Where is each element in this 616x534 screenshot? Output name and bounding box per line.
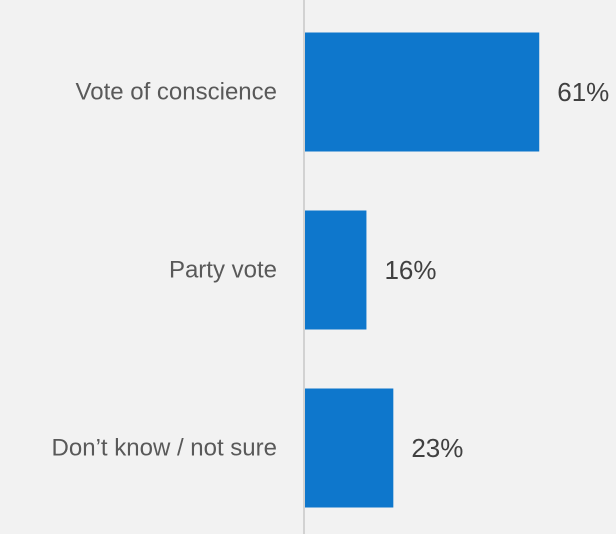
bar-1 (305, 210, 367, 330)
category-label-0: Vote of conscience (76, 79, 277, 106)
bar-0 (305, 32, 540, 152)
bar-2 (305, 388, 394, 508)
category-label-2: Don’t know / not sure (52, 435, 277, 462)
value-label-1: 16% (384, 255, 436, 285)
value-label-2: 23% (411, 433, 463, 463)
category-label-1: Party vote (169, 257, 277, 284)
value-label-0: 61% (557, 77, 609, 107)
